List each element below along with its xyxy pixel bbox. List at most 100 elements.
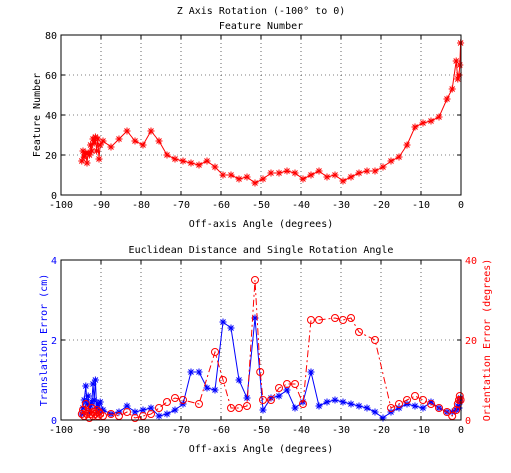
top-series-0-point [108,144,115,151]
bottom-series-0-point [372,409,379,416]
bottom-ytick-label-right: 20 [465,336,477,347]
top-series-0-point [412,124,419,131]
bottom-series-0-point [316,403,323,410]
top-series-0-point [340,178,347,185]
bottom-xtick-label: -20 [372,425,390,436]
bottom-series-0-point [92,377,99,384]
top-series-0-point [300,176,307,183]
top-series-0-point [332,172,339,179]
bottom-series-0-point [412,403,419,410]
top-title: Z Axis Rotation (-100° to 0) [177,6,346,17]
bottom-series-1-point [236,405,243,412]
top-xtick-label: -20 [372,200,390,211]
top-series-0-point [180,158,187,165]
top-series-0-point [164,152,171,159]
top-series-0-point [132,138,139,145]
top-series-0-point [284,168,291,175]
top-series-0-point [456,62,463,69]
top-series-0-point [356,170,363,177]
top-series-0-point [380,164,387,171]
top-series-0-point [292,170,299,177]
bottom-ylabel-left: Translation Error (cm) [39,274,50,406]
bottom-series-1-point [412,393,419,400]
bottom-series-0-point [308,369,315,376]
top-xtick-label: -40 [292,200,310,211]
bottom-xtick-label: -90 [92,425,110,436]
bottom-series-1-point [420,397,427,404]
bottom-xlabel: Off-axis Angle (degrees) [189,444,334,455]
bottom-series-0-point [236,377,243,384]
top-series-0-point [188,160,195,167]
top-xtick-label: -90 [92,200,110,211]
top-xtick-label: -30 [332,200,350,211]
top-series-0-point [436,114,443,121]
top-series-0-point [348,174,355,181]
bottom-series-0-point [172,407,179,414]
top-series-0-point [140,142,147,149]
bottom-series-0-point [228,325,235,332]
bottom-series-0-point [212,387,219,394]
bottom-ylabel-right: Orientation Error (degrees) [482,259,493,422]
bottom-series-1-point [260,397,267,404]
top-series-0-point [444,96,451,103]
top-series-0-point [364,168,371,175]
top-series-0-point [124,128,131,135]
top-series-0-point [196,162,203,169]
top-xtick-label: 0 [458,200,464,211]
top-series-0-point [308,172,315,179]
bottom-xtick-label: 0 [458,425,464,436]
top-series-0-point [404,142,411,149]
top-series-0-point [156,138,163,145]
bottom-title: Euclidean Distance and Single Rotation A… [129,245,394,256]
top-series-0-point [220,172,227,179]
bottom-series-0-point [97,399,104,406]
top-xtick-label: -50 [252,200,270,211]
bottom-series-0-point [188,369,195,376]
top-ylabel: Feature Number [32,73,43,157]
bottom-ytick-label: 4 [51,256,57,267]
top-series-0-point [276,170,283,177]
top-series-0-point [96,156,103,163]
top-ytick-label: 40 [45,111,57,122]
bottom-series-0-point [364,405,371,412]
bottom-series-0-point [196,369,203,376]
top-series-0-point [204,158,211,165]
top-xtick-label: -70 [172,200,190,211]
bottom-xtick-label: -40 [292,425,310,436]
top-series-0-point [260,176,267,183]
top-series-0-point [100,138,107,145]
bottom-series-1-point [156,405,163,412]
bottom-xtick-label: -80 [132,425,150,436]
bottom-series-1-point [340,317,347,324]
bottom-ytick-label-right: 40 [465,256,477,267]
bottom-series-0-point [260,407,267,414]
bottom-xtick-label: -70 [172,425,190,436]
top-series-0-point [228,172,235,179]
bottom-series-0-point [340,399,347,406]
bottom-xtick-label: -60 [212,425,230,436]
bottom-series-0-point [324,399,331,406]
top-series-0-point [84,160,91,167]
top-series-0-point [93,148,100,155]
bottom-series-0-point [356,403,363,410]
bottom-series-0-point [420,405,427,412]
top-xlabel: Off-axis Angle (degrees) [189,219,334,230]
bottom-series-0-point [276,393,283,400]
top-series-0-point [316,168,323,175]
bottom-series-0-point [348,401,355,408]
top-series-0-point [236,176,243,183]
bottom-series-1-point [164,399,171,406]
top-xtick-label: -60 [212,200,230,211]
top-series-0-point [372,168,379,175]
bottom-series-0-point [164,411,171,418]
bottom-series-0-point [85,393,92,400]
bottom-xtick-label: -10 [412,425,430,436]
top-series-0-point [324,174,331,181]
top-series-0-point [268,170,275,177]
top-subtitle: Feature Number [219,21,303,32]
bottom-series-0-point [156,413,163,420]
top-series-0-point [172,156,179,163]
bottom-series-0-point [220,319,227,326]
